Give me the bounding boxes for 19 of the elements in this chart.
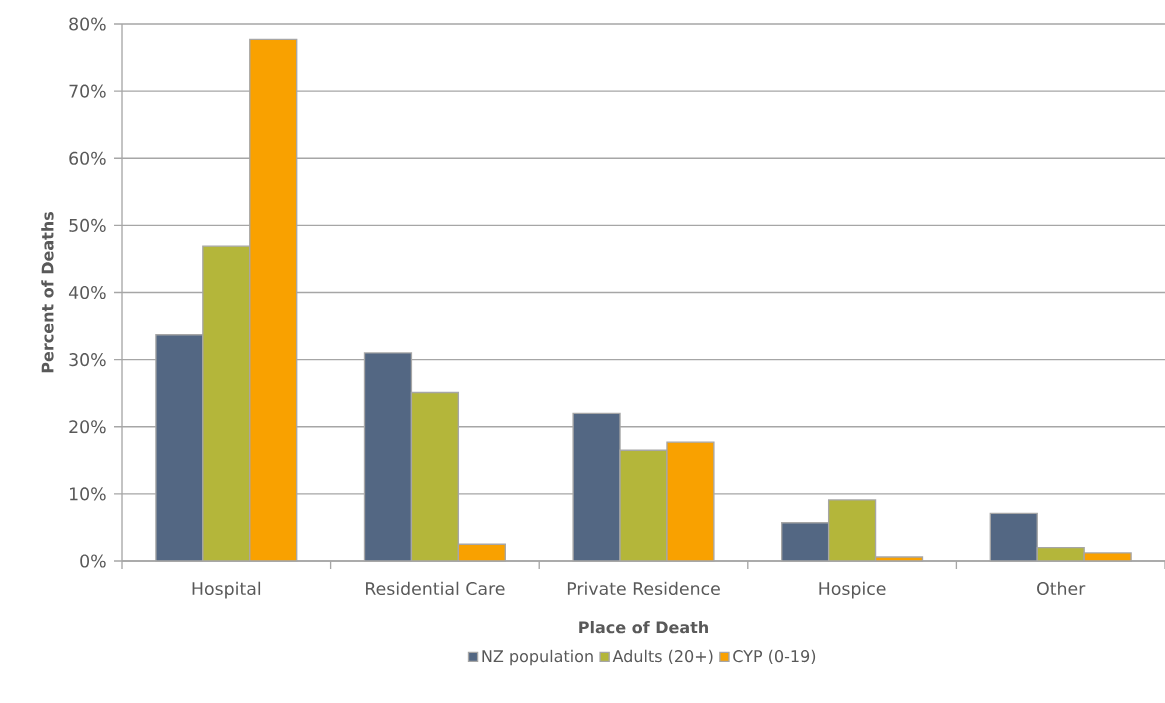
legend-label: NZ population	[482, 649, 593, 666]
y-tick-label: 20%	[69, 420, 106, 434]
x-tick-label: Private Residence	[567, 581, 720, 596]
y-tick-label: 10%	[70, 487, 106, 501]
legend-label: CYP (0-19)	[733, 649, 816, 665]
x-tick-label: Residential Care	[366, 581, 505, 596]
y-tick-label: 50%	[69, 218, 106, 232]
y-tick-label: 70%	[69, 84, 106, 98]
x-axis-title: Place of Death	[579, 620, 708, 634]
x-tick-label: Hospital	[192, 581, 261, 599]
y-tick-label: 80%	[69, 17, 106, 31]
x-tick-label: Other	[1037, 581, 1086, 596]
x-tick-label: Hospice	[819, 581, 886, 599]
y-tick-label: 30%	[69, 353, 106, 367]
y-tick-label: 0%	[80, 554, 106, 568]
y-tick-label: 60%	[69, 151, 106, 165]
y-axis-title: Percent of Deaths	[41, 212, 54, 373]
y-tick-label: 40%	[68, 285, 106, 300]
legend-label: Adults (20+)	[612, 649, 713, 665]
